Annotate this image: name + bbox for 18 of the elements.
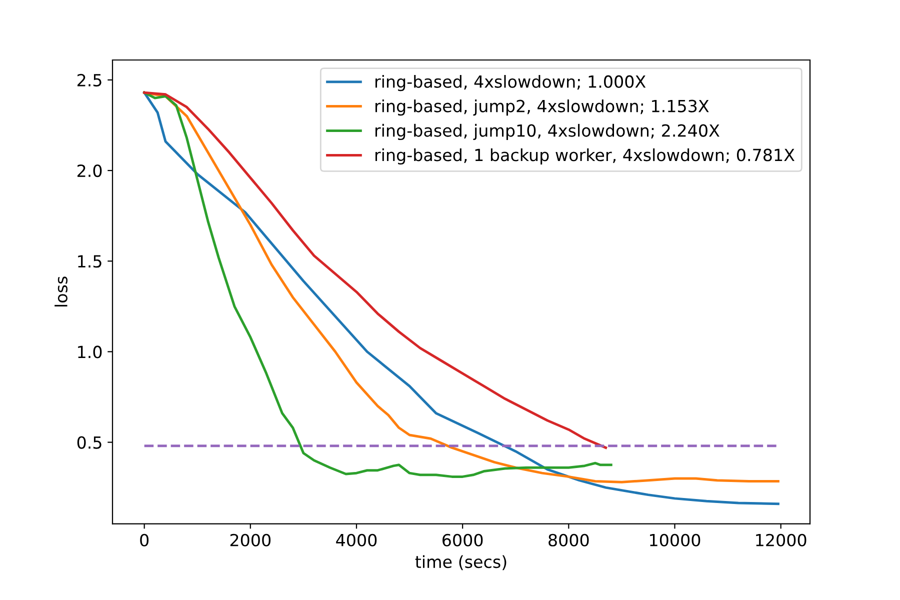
y-tick-label: 1.0	[78, 346, 102, 358]
legend-label: ring-based, 4xslowdown; 1.000X	[375, 75, 646, 92]
y-tick-label: 2.0	[77, 164, 102, 178]
y-tick-label: 2.5	[77, 74, 102, 86]
legend-label: ring-based, jump2, 4xslowdown; 1.153X	[375, 99, 709, 116]
legend-label: ring-based, jump10, 4xslowdown; 2.240X	[375, 124, 720, 140]
x-tick-label: 12000	[756, 534, 806, 546]
legend-label: ring-based, 1 backup worker, 4xslowdown; 0.781X	[375, 148, 794, 165]
x-tick-label: 4000	[336, 534, 377, 546]
y-tick-label: 0.5	[77, 436, 102, 449]
x-axis-title: time (secs)	[415, 555, 506, 570]
y-axis-title: loss	[54, 276, 68, 306]
x-tick-label: 10000	[650, 534, 700, 546]
y-tick-label: 1.5	[78, 255, 102, 268]
x-tick-label: 6000	[442, 534, 483, 546]
x-tick-label: 8000	[548, 534, 589, 546]
x-tick-label: 0	[140, 534, 149, 546]
x-tick-label: 2000	[230, 534, 271, 546]
